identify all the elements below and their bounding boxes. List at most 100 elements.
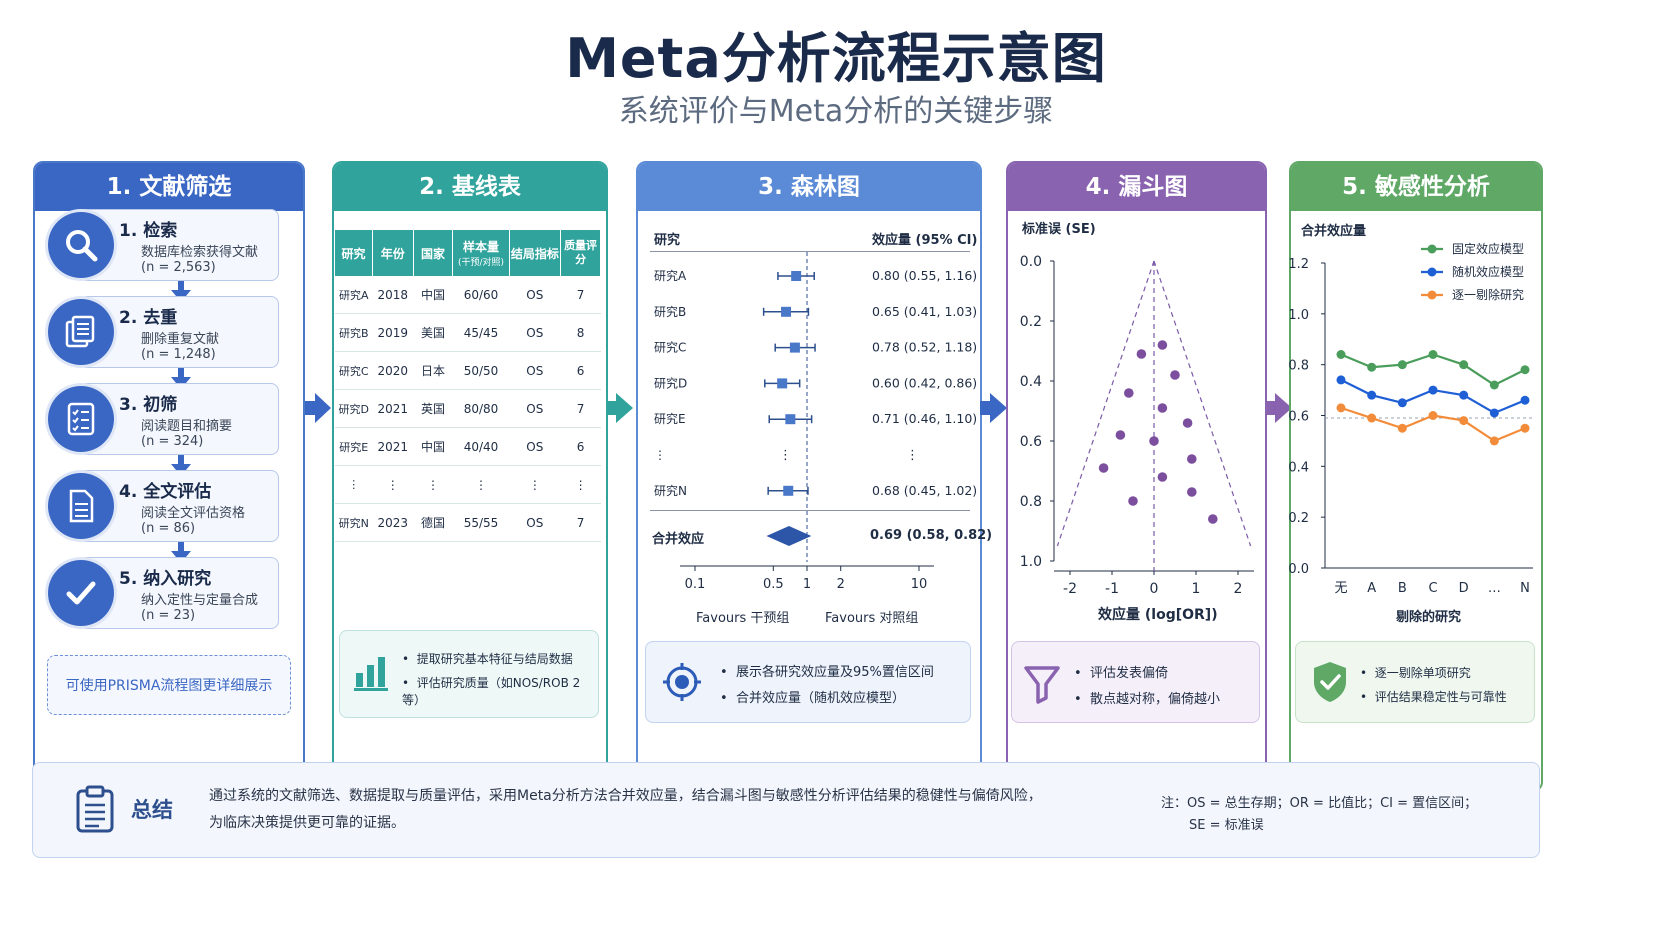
funnel-boundary-right (1153, 260, 1252, 547)
favours-left: Favours 干预组 (696, 611, 790, 626)
sens-y-tick-label: 0.0 (1289, 562, 1309, 577)
sens-x-tick-label: N (1520, 581, 1530, 596)
funnel-plot: 0.0 0.2 0.4 0.6 0.8 1.0 -2 -1 0 1 2 (1020, 254, 1254, 597)
step-title: 2. 去重 (119, 308, 178, 328)
legend-label: 逐一剔除研究 (1452, 287, 1524, 302)
table-header: 质量评分 (560, 230, 601, 276)
forest-point-estimate (783, 485, 794, 496)
table-cell: 2019 (372, 313, 414, 352)
legend-label: 随机效应模型 (1452, 264, 1524, 279)
panel2-note: • 提取研究基本特征与结局数据 • 评估研究质量（如NOS/ROB 2等） (339, 630, 599, 718)
step-count: (n = 23) (141, 608, 196, 623)
funnel-boundary-left (1056, 260, 1155, 547)
table-header: 结局指标 (509, 230, 562, 276)
sens-series-point (1397, 398, 1407, 408)
abbreviation-note-1: 注：OS = 总生存期；OR = 比值比；CI = 置信区间； (1161, 796, 1478, 811)
summary-text-2: 为临床决策提供更可靠的证据。 (209, 815, 405, 831)
forest-pooled-rule (650, 510, 970, 511)
sens-y-tick-label: 0.4 (1289, 460, 1309, 475)
table-cell: ⋮ (509, 465, 561, 504)
sens-series-point (1459, 390, 1469, 400)
panel5-note-item-2: • 评估结果稳定性与可靠性 (1360, 690, 1507, 704)
check-icon (48, 560, 114, 626)
forest-header-rule (650, 251, 970, 252)
document-icon (48, 473, 114, 539)
funnel-x-tick-label: -1 (1105, 581, 1119, 597)
table-cell: 研究B (335, 313, 373, 352)
table-header: 研究 (335, 230, 373, 276)
panel5-note-item-1: • 逐一剔除单项研究 (1360, 666, 1471, 680)
table-cell: 中国 (413, 276, 453, 314)
funnel-study-point (1157, 403, 1168, 413)
table-cell: 英国 (413, 389, 453, 428)
prisma-note: 可使用PRISMA流程图更详细展示 (47, 655, 291, 715)
sens-series-point (1428, 411, 1438, 420)
forest-study-label: 研究A (654, 268, 687, 283)
panel5-note: • 逐一剔除单项研究 • 评估结果稳定性与可靠性 (1295, 641, 1535, 723)
forest-tick-label: 10 (911, 577, 928, 592)
funnel-study-point (1157, 472, 1168, 482)
funnel-study-point (1187, 487, 1197, 497)
table-cell: 7 (560, 389, 601, 428)
table-cell: 2018 (372, 276, 414, 314)
prisma-note-text: 可使用PRISMA流程图更详细展示 (65, 678, 273, 694)
table-cell: ⋮ (452, 465, 510, 504)
forest-ellipsis: ⋮ (906, 448, 919, 463)
sens-series-point (1367, 362, 1377, 372)
table-cell: ⋮ (335, 465, 373, 504)
baseline-table: 研究 年份 国家 样本量 (干预/对照) 结局指标 质量评分 研究A 2018 中国 60/60 O… (335, 230, 601, 542)
step-title: 5. 纳入研究 (119, 569, 212, 589)
table-cell: ⋮ (413, 465, 453, 504)
step-desc: 阅读题目和摘要 (141, 419, 233, 434)
step-down-arrow-shaft (178, 455, 184, 465)
panel3-title: 3. 森林图 (638, 163, 980, 211)
table-cell: 德国 (413, 503, 453, 542)
table-cell: 55/55 (452, 503, 510, 542)
step-count: (n = 324) (141, 434, 204, 449)
sens-y-tick-label: 0.2 (1289, 511, 1309, 526)
table-cell: 60/60 (452, 276, 510, 314)
table-cell: OS (509, 503, 561, 542)
panel4-note-item-1: • 评估发表偏倚 (1074, 666, 1168, 681)
sens-series-point (1520, 423, 1530, 433)
table-cell: OS (509, 351, 561, 390)
sens-x-tick-label: 无 (1334, 581, 1347, 596)
panel4-note-item-2: • 散点越对称，偏倚越小 (1074, 692, 1220, 707)
forest-study-label: 研究E (654, 411, 686, 426)
funnel-study-point (1115, 430, 1126, 440)
panel3-note: • 展示各研究效应量及95%置信区间 • 合并效应量（随机效应模型） (645, 641, 971, 723)
table-cell: ⋮ (372, 465, 414, 504)
funnel-x-tick-label: 0 (1150, 581, 1159, 597)
sens-series-point (1459, 360, 1469, 370)
funnel-y-tick-label: 0.2 (1020, 314, 1042, 330)
summary-text-1: 通过系统的文献筛选、数据提取与质量评估，采用Meta分析方法合并效应量，结合漏斗… (209, 788, 1042, 804)
sens-series-point (1336, 350, 1346, 359)
funnel-study-point (1187, 454, 1197, 464)
screening-step-1: 1. 检索 数据库检索获得文献 (n = 2,563) (78, 209, 279, 281)
table-row: ⋮ ⋮ ⋮ ⋮ ⋮ ⋮ (335, 465, 601, 504)
panel2-note-item-1: • 提取研究基本特征与结局数据 (402, 652, 573, 666)
table-cell: 研究D (335, 389, 373, 428)
legend-swatch-dot (1427, 244, 1437, 254)
forest-col-effect: 效应量 (95% CI) (872, 233, 978, 248)
funnel-y-tick-label: 1.0 (1020, 554, 1042, 570)
sens-y-tick-label: 0.8 (1289, 359, 1309, 374)
forest-point-estimate (789, 342, 800, 353)
panel2-title: 2. 基线表 (334, 163, 606, 211)
step-desc: 纳入定性与定量合成 (141, 593, 259, 608)
table-cell: ⋮ (560, 465, 601, 504)
sens-series-point (1367, 413, 1377, 423)
flow-arrow-1 (305, 393, 331, 423)
clipboard-icon (76, 785, 114, 833)
funnel-x-tick-label: 1 (1192, 581, 1201, 597)
table-cell: OS (509, 313, 561, 352)
step-desc: 阅读全文评估资格 (141, 506, 246, 521)
flow-arrow-3 (980, 393, 1008, 423)
funnel-study-point (1128, 496, 1138, 506)
sample-sub-label: (干预/对照) (457, 258, 505, 268)
summary-label: 总结 (131, 798, 173, 822)
step-desc: 数据库检索获得文献 (141, 245, 259, 260)
sens-x-tick-label: … (1488, 581, 1501, 596)
panel3-note-item-1: • 展示各研究效应量及95%置信区间 (720, 665, 934, 680)
forest-study-label: 研究C (654, 340, 686, 355)
